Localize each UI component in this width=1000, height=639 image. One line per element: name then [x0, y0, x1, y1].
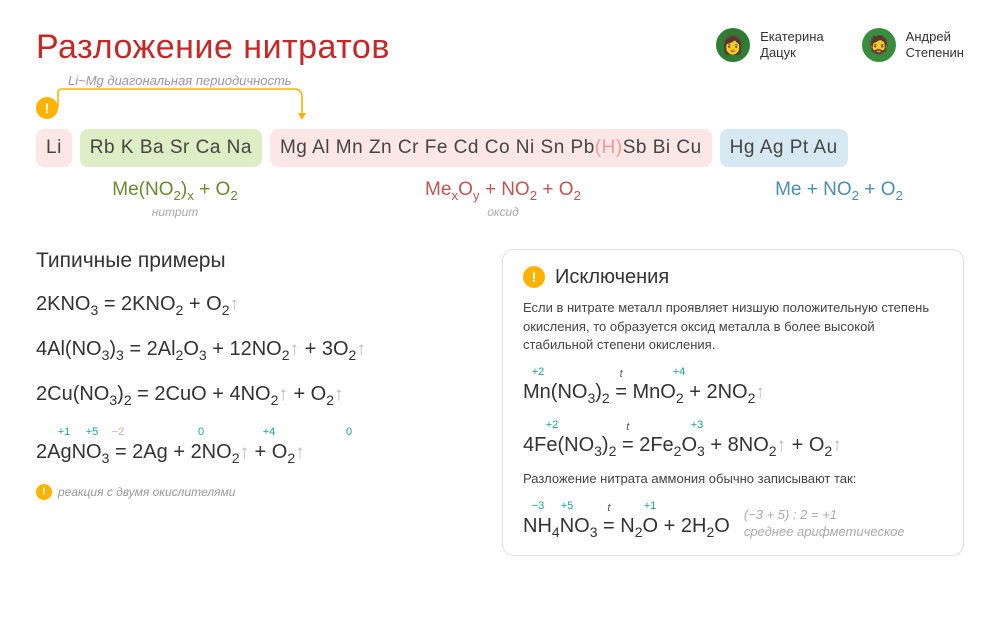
equation: 2KNO3 = 2KNO2 + O2↑: [36, 291, 476, 320]
group-blue: Hg Ag Pt Au: [720, 129, 848, 167]
equation-nh4: −3+5+1 NH4NO3 = N2O + 2H2O: [523, 499, 730, 541]
author-2: 🧔 Андрей Степенин: [862, 28, 964, 62]
oxidation-row: +2+3: [523, 418, 943, 432]
activity-row: Li Rb K Ba Sr Ca Na Mg Al Mn Zn Cr Fe Cd…: [36, 129, 964, 167]
diag-arrow: [56, 89, 316, 129]
diag-note: Li~Mg диагональная периодичность: [68, 73, 292, 88]
lower: Типичные примеры 2KNO3 = 2KNO2 + O2↑ 4Al…: [36, 249, 964, 556]
oxidation-row: +1+5−20+40: [36, 425, 476, 439]
authors: 👩 Екатерина Дацук 🧔 Андрей Степенин: [716, 28, 964, 62]
avatar: 🧔: [862, 28, 896, 62]
diag-note-wrap: Li~Mg диагональная периодичность !: [36, 73, 964, 129]
group-pink: Mg Al Mn Zn Cr Fe Cd Co Ni Sn Pb (H) Sb …: [270, 129, 712, 167]
oxidation-row: −3+5+1: [523, 499, 730, 513]
panel-para2: Разложение нитрата аммония обычно записы…: [523, 470, 943, 489]
panel-para: Если в нитрате металл проявляет низшую п…: [523, 299, 943, 356]
equation-ag: +1+5−20+40 2AgNO3 = 2Ag + 2NO2↑ + O2↑: [36, 425, 476, 468]
header: Разложение нитратов 👩 Екатерина Дацук 🧔 …: [36, 28, 964, 67]
avatar: 👩: [716, 28, 750, 62]
warning-icon: !: [523, 266, 545, 288]
warning-icon: !: [36, 484, 52, 500]
group-green: Rb K Ba Sr Ca Na: [80, 129, 262, 167]
formula-pink: MexOy + NO2 + O2 оксид: [274, 179, 732, 219]
exceptions-panel: ! Исключения Если в нитрате металл прояв…: [502, 249, 964, 556]
examples: Типичные примеры 2KNO3 = 2KNO2 + O2↑ 4Al…: [36, 249, 476, 556]
equation-nh4-wrap: −3+5+1 NH4NO3 = N2O + 2H2O (−3 + 5) : 2 …: [523, 499, 943, 541]
equation: 4Al(NO3)3 = 2Al2O3 + 12NO2↑ + 3O2↑: [36, 336, 476, 365]
hydrogen-ghost: (H): [595, 137, 623, 159]
author-1: 👩 Екатерина Дацук: [716, 28, 824, 62]
formula-green: Me(NO2)x + O2 нитрит: [76, 179, 274, 219]
group-formulas: Me(NO2)x + O2 нитрит MexOy + NO2 + O2 ок…: [36, 179, 964, 219]
author-name: Андрей Степенин: [906, 29, 964, 60]
equation-fe: +2+3 4Fe(NO3)2 = 2Fe2O3 + 8NO2↑ + O2↑: [523, 418, 943, 460]
group-li: Li: [36, 129, 72, 167]
examples-title: Типичные примеры: [36, 249, 476, 273]
oxidation-row: +2+4: [523, 365, 943, 379]
author-name: Екатерина Дацук: [760, 29, 824, 60]
oxidizer-note: ! реакция с двумя окислителями: [36, 484, 476, 500]
formula-blue: Me + NO2 + O2: [732, 179, 946, 219]
equation-mn: +2+4 Mn(NO3)2 = MnO2 + 2NO2↑: [523, 365, 943, 407]
page-title: Разложение нитратов: [36, 28, 390, 67]
equation: 2Cu(NO3)2 = 2CuO + 4NO2↑ + O2↑: [36, 381, 476, 410]
warning-icon: !: [36, 97, 58, 119]
side-note: (−3 + 5) : 2 = +1 среднее арифметическое: [744, 507, 905, 541]
panel-title: ! Исключения: [523, 266, 943, 289]
equation-list: 2KNO3 = 2KNO2 + O2↑ 4Al(NO3)3 = 2Al2O3 +…: [36, 291, 476, 501]
